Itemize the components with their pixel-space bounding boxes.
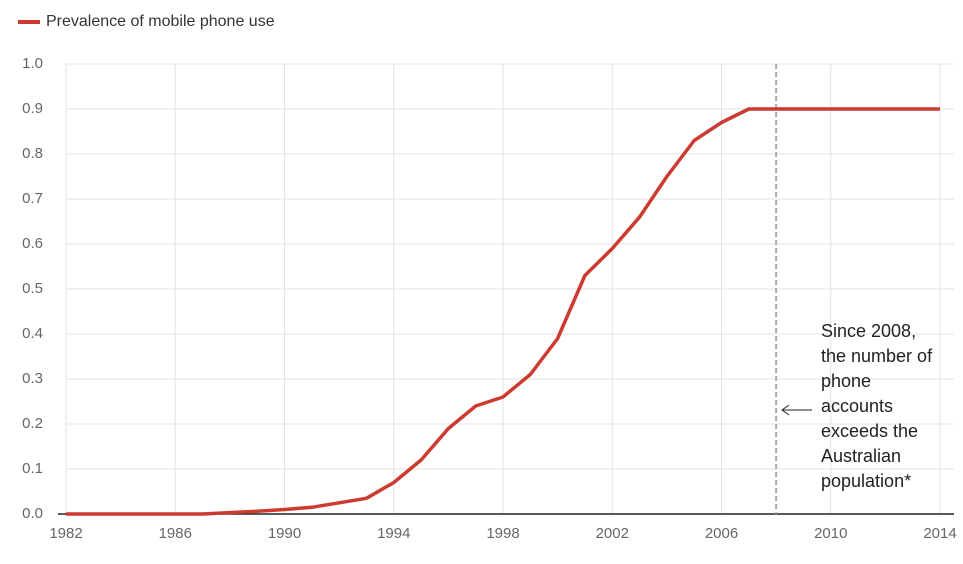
y-tick-label: 0.9 <box>22 100 43 117</box>
annotation: exceeds the <box>821 421 918 441</box>
y-tick-label: 0.6 <box>22 235 43 252</box>
y-tick-label: 0.5 <box>22 280 43 297</box>
y-tick-label: 1.0 <box>22 55 43 72</box>
x-tick-label: 2014 <box>923 525 956 542</box>
y-tick-label: 0.2 <box>22 415 43 432</box>
y-tick-label: 0.3 <box>22 370 43 387</box>
legend-label: Prevalence of mobile phone use <box>46 13 275 30</box>
annotation: Australian <box>821 446 901 466</box>
y-tick-label: 0.0 <box>22 505 43 522</box>
x-tick-label: 1982 <box>49 525 82 542</box>
x-tick-label: 2010 <box>814 525 847 542</box>
annotation: population* <box>821 471 911 491</box>
x-tick-label: 1986 <box>159 525 192 542</box>
x-tick-label: 1998 <box>486 525 519 542</box>
y-tick-label: 0.1 <box>22 460 43 477</box>
x-tick-label: 2006 <box>705 525 738 542</box>
annotation-arrowhead <box>781 404 790 416</box>
y-tick-label: 0.4 <box>22 325 43 342</box>
data-line <box>66 107 940 516</box>
x-tick-label: 2002 <box>596 525 629 542</box>
annotation: the number of <box>821 346 933 366</box>
y-tick-label: 0.8 <box>22 145 43 162</box>
annotation: Since 2008, <box>821 321 916 341</box>
y-tick-label: 0.7 <box>22 190 43 207</box>
x-tick-label: 1994 <box>377 525 410 542</box>
annotation: accounts <box>821 396 893 416</box>
annotation: phone <box>821 371 871 391</box>
x-tick-label: 1990 <box>268 525 301 542</box>
